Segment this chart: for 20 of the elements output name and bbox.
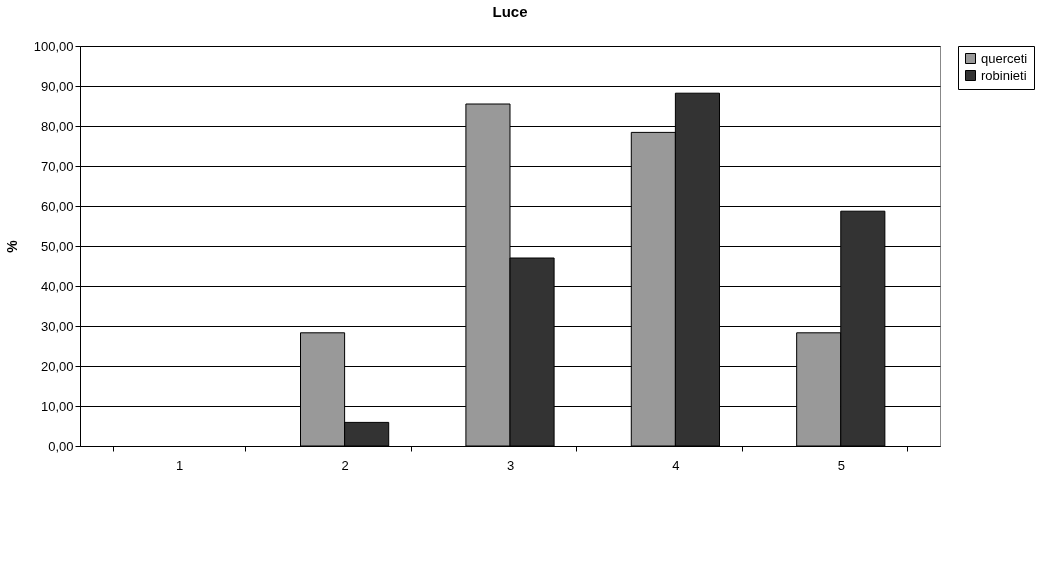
x-tick-label: 5 [837,457,845,473]
y-tick-label: 80,00 [40,118,74,134]
y-tick-label: 100,00 [33,38,74,54]
x-tick-label: 2 [341,457,349,473]
x-tick-label: 3 [506,457,515,473]
y-tick-label: 90,00 [40,78,74,94]
y-tick-label: 70,00 [40,158,74,174]
y-tick-label: 50,00 [40,238,74,254]
x-tick-label: 4 [672,457,680,473]
legend-label: robinieti [981,67,1027,83]
y-tick-label: 60,00 [40,198,74,214]
y-tick-label: 20,00 [40,358,74,374]
x-tick-label: 1 [176,457,184,473]
y-tick-label: 30,00 [40,318,74,334]
y-tick-label: 10,00 [40,398,74,414]
chart-title: Luce [492,3,528,20]
y-axis-title: % [3,239,20,253]
y-tick-label: 0,00 [48,438,74,454]
legend-label: querceti [981,50,1028,66]
y-tick-label: 40,00 [40,278,74,294]
